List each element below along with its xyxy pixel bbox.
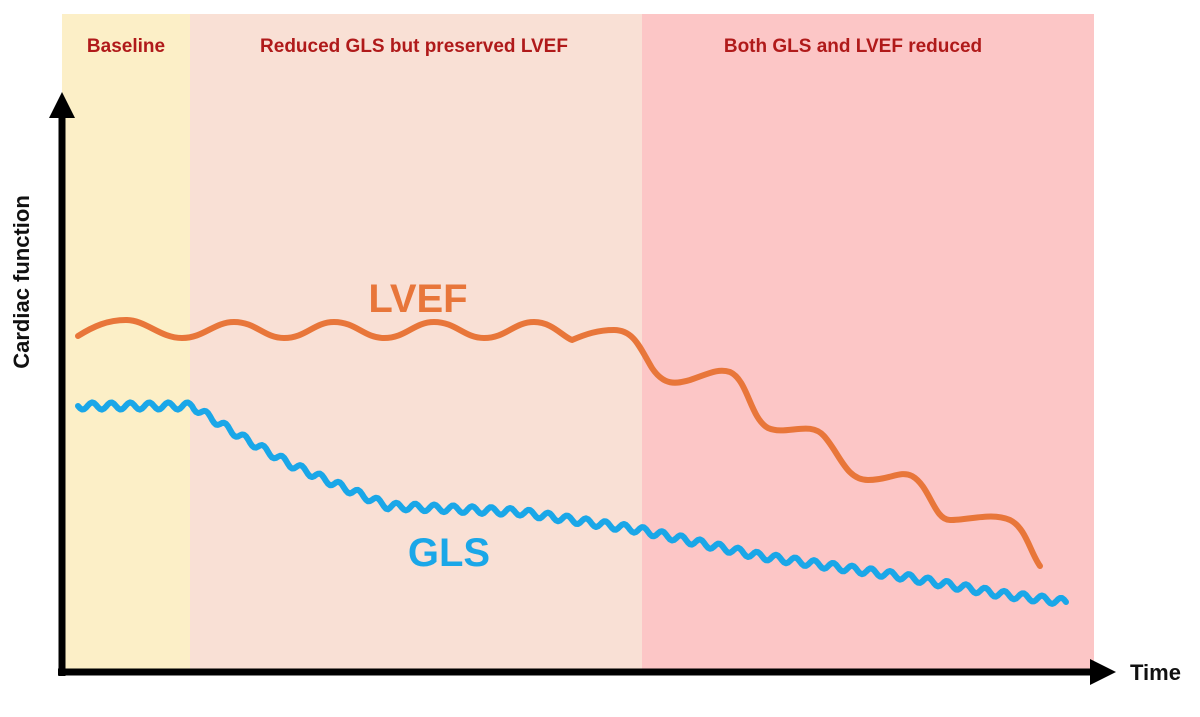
y-axis-arrowhead	[49, 92, 75, 118]
y-axis-title: Cardiac function	[9, 195, 34, 369]
lvef-label: LVEF	[368, 277, 467, 321]
both-reduced-label: Both GLS and LVEF reduced	[724, 36, 982, 57]
both-reduced-band	[642, 14, 1094, 669]
reduced-gls-label: Reduced GLS but preserved LVEF	[260, 36, 568, 57]
x-axis-arrowhead	[1090, 659, 1116, 685]
x-axis-title: Time	[1130, 660, 1181, 685]
gls-label: GLS	[408, 531, 490, 575]
gls-curve	[75, 399, 1069, 607]
baseline-label: Baseline	[87, 36, 165, 57]
lvef-curve	[75, 317, 1043, 569]
baseline-band	[62, 14, 190, 669]
reduced-gls-band	[190, 14, 642, 669]
